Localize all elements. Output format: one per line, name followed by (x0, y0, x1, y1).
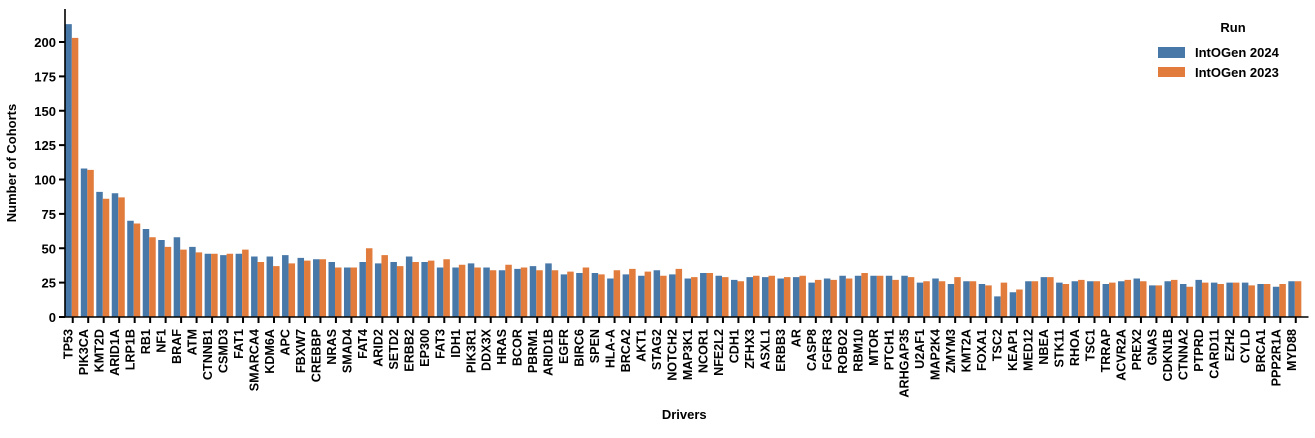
svg-text:150: 150 (34, 104, 56, 119)
svg-text:PTPRD: PTPRD (1192, 329, 1206, 372)
svg-text:MAP2K4: MAP2K4 (929, 329, 943, 380)
svg-text:ERBB2: ERBB2 (402, 329, 416, 372)
svg-text:NFE2L2: NFE2L2 (712, 329, 726, 376)
svg-text:0: 0 (49, 310, 56, 325)
svg-text:HLA-A: HLA-A (604, 329, 618, 368)
svg-text:ARID2: ARID2 (371, 329, 385, 367)
svg-text:CDKN1B: CDKN1B (1161, 329, 1175, 381)
svg-text:ARHGAP35: ARHGAP35 (898, 329, 912, 398)
svg-text:PIK3R1: PIK3R1 (464, 329, 478, 373)
svg-text:ZMYM3: ZMYM3 (944, 329, 958, 373)
svg-text:FOXA1: FOXA1 (975, 329, 989, 371)
svg-text:FAT4: FAT4 (356, 329, 370, 359)
svg-text:BIRC6: BIRC6 (573, 329, 587, 367)
svg-text:MTOR: MTOR (867, 329, 881, 366)
svg-text:RB1: RB1 (139, 329, 153, 354)
svg-text:ARID1B: ARID1B (542, 329, 556, 376)
svg-text:PBRM1: PBRM1 (526, 329, 540, 373)
svg-text:KMT2D: KMT2D (93, 329, 107, 372)
svg-text:SMARCA4: SMARCA4 (248, 329, 262, 391)
svg-text:FBXW7: FBXW7 (294, 329, 308, 373)
svg-text:RHOA: RHOA (1068, 329, 1082, 366)
svg-text:50: 50 (42, 241, 56, 256)
svg-text:DDX3X: DDX3X (480, 328, 494, 371)
svg-text:NOTCH2: NOTCH2 (666, 329, 680, 381)
svg-text:EGFR: EGFR (557, 329, 571, 364)
svg-text:ATM: ATM (186, 329, 200, 355)
svg-text:AR: AR (789, 329, 803, 347)
svg-text:75: 75 (42, 207, 56, 222)
svg-text:TRRAP: TRRAP (1099, 329, 1113, 372)
svg-text:LRP1B: LRP1B (124, 329, 138, 370)
svg-text:PTCH1: PTCH1 (882, 329, 896, 370)
svg-text:EP300: EP300 (418, 329, 432, 367)
svg-text:BRAF: BRAF (170, 329, 184, 364)
svg-text:MED12: MED12 (1022, 329, 1036, 371)
svg-text:RBM10: RBM10 (851, 329, 865, 372)
svg-text:SPEN: SPEN (588, 329, 602, 363)
svg-text:BCOR: BCOR (511, 329, 525, 366)
svg-text:CTNNA2: CTNNA2 (1176, 329, 1190, 380)
svg-text:100: 100 (34, 173, 56, 188)
svg-text:HRAS: HRAS (495, 329, 509, 365)
svg-text:U2AF1: U2AF1 (913, 329, 927, 369)
svg-text:CDH1: CDH1 (727, 329, 741, 363)
svg-text:PPP2R1A: PPP2R1A (1269, 329, 1283, 386)
svg-text:MYD88: MYD88 (1285, 329, 1299, 371)
svg-text:PIK3CA: PIK3CA (77, 329, 91, 375)
svg-text:SMAD4: SMAD4 (340, 329, 354, 373)
svg-text:ARID1A: ARID1A (108, 329, 122, 376)
svg-text:CARD11: CARD11 (1207, 329, 1221, 379)
svg-text:APC: APC (278, 329, 292, 356)
svg-text:STAG2: STAG2 (650, 329, 664, 370)
svg-text:FAT3: FAT3 (433, 329, 447, 359)
svg-text:NRAS: NRAS (325, 329, 339, 365)
svg-text:ROBO2: ROBO2 (836, 329, 850, 374)
svg-text:PREX2: PREX2 (1130, 329, 1144, 370)
svg-text:CSMD3: CSMD3 (217, 329, 231, 373)
svg-text:BRCA2: BRCA2 (619, 329, 633, 372)
svg-text:KEAP1: KEAP1 (1006, 329, 1020, 371)
svg-text:SETD2: SETD2 (387, 329, 401, 370)
svg-text:Number of Cohorts: Number of Cohorts (4, 104, 19, 222)
svg-text:CYLD: CYLD (1238, 329, 1252, 363)
svg-text:KDM6A: KDM6A (263, 329, 277, 374)
svg-text:ERBB3: ERBB3 (774, 329, 788, 372)
svg-text:TSC1: TSC1 (1084, 329, 1098, 361)
svg-text:AKT1: AKT1 (635, 329, 649, 362)
svg-text:EZH2: EZH2 (1223, 329, 1237, 361)
svg-text:NCOR1: NCOR1 (696, 329, 710, 373)
svg-text:200: 200 (34, 35, 56, 50)
svg-text:FAT1: FAT1 (232, 329, 246, 359)
svg-text:Drivers: Drivers (662, 407, 707, 422)
svg-text:125: 125 (34, 138, 56, 153)
svg-text:FGFR3: FGFR3 (820, 329, 834, 370)
svg-text:TSC2: TSC2 (991, 329, 1005, 361)
svg-text:TP53: TP53 (62, 329, 76, 359)
svg-text:ZFHX3: ZFHX3 (743, 329, 757, 369)
svg-text:STK11: STK11 (1053, 329, 1067, 368)
svg-text:NF1: NF1 (155, 329, 169, 353)
svg-text:CTNNB1: CTNNB1 (201, 329, 215, 380)
svg-text:ASXL1: ASXL1 (758, 329, 772, 370)
svg-text:IDH1: IDH1 (449, 329, 463, 358)
svg-text:GNAS: GNAS (1145, 329, 1159, 365)
svg-text:BRCA1: BRCA1 (1254, 329, 1268, 372)
svg-text:NBEA: NBEA (1037, 329, 1051, 365)
svg-text:25: 25 (42, 276, 56, 291)
svg-text:MAP3K1: MAP3K1 (681, 329, 695, 380)
svg-text:175: 175 (34, 69, 56, 84)
svg-text:KMT2A: KMT2A (960, 329, 974, 372)
svg-text:CREBBP: CREBBP (309, 329, 323, 382)
svg-text:CASP8: CASP8 (805, 329, 819, 371)
svg-text:ACVR2A: ACVR2A (1114, 329, 1128, 381)
